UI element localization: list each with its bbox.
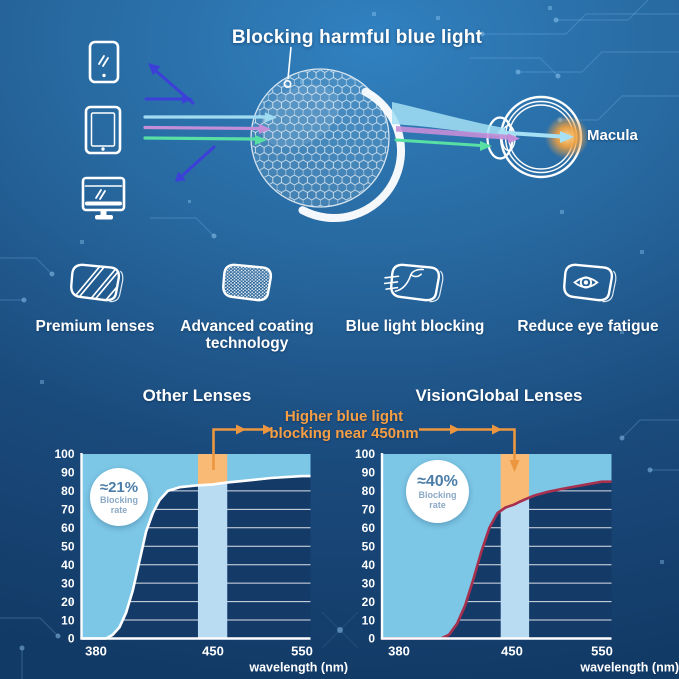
dotted-lens-icon <box>222 263 273 302</box>
feature-advanced-coating: Advanced coating technology <box>162 258 332 353</box>
y-tick-label: 20 <box>61 595 75 609</box>
deflecting-lens-icon <box>384 263 444 303</box>
x-axis-title: wavelength (nm) <box>248 661 348 675</box>
blocking-rate-label: rate <box>110 504 128 515</box>
feature-reduce-eye-fatigue: Reduce eye fatigue <box>503 258 673 335</box>
eye-icon <box>573 276 599 289</box>
x-tick-label: 380 <box>388 644 410 659</box>
y-tick-label: 60 <box>61 521 75 535</box>
y-tick-label: 70 <box>362 503 376 517</box>
y-tick-label: 40 <box>61 558 75 572</box>
hero-title: Blocking harmful blue light <box>231 27 483 48</box>
annotation-arrows <box>212 424 520 472</box>
tablet-icon <box>84 105 122 155</box>
x-tick-label: 450 <box>501 644 523 659</box>
y-tick-label: 60 <box>362 521 376 535</box>
y-tick-label: 100 <box>54 447 74 461</box>
reflected-blue-light-arrows <box>144 63 216 182</box>
y-tick-label: 30 <box>362 576 376 590</box>
blocking-rate-label: Blocking <box>99 494 138 505</box>
y-tick-label: 100 <box>355 447 375 461</box>
blocking-rate-value: ≈21% <box>99 478 139 496</box>
lens-callout-line <box>283 46 292 89</box>
x-tick-label: 550 <box>591 644 613 659</box>
incoming-light-rays <box>143 112 277 145</box>
feature-blue-light-blocking: Blue light blocking <box>330 258 500 335</box>
feature-label: Advanced coating technology <box>180 318 314 353</box>
chart-title-visionglobal-lenses: VisionGlobal Lenses <box>415 386 583 405</box>
y-tick-label: 0 <box>68 632 75 646</box>
monitor-icon <box>81 176 126 220</box>
x-axis-title: wavelength (nm) <box>579 661 679 675</box>
blocking-rate-badge-visionglobal: ≈40% Blocking rate <box>406 460 469 523</box>
y-tick-label: 70 <box>61 503 75 517</box>
y-tick-label: 50 <box>61 539 75 553</box>
x-tick-label: 450 <box>202 644 224 659</box>
lens-honeycomb-coating <box>252 70 388 206</box>
blocking-curve <box>81 474 311 640</box>
transmitted-light-beams <box>392 102 574 151</box>
y-tick-label: 50 <box>362 539 376 553</box>
highlight-band-orange <box>500 454 530 511</box>
y-tick-label: 0 <box>368 632 375 646</box>
feature-label: Blue light blocking <box>345 318 485 335</box>
lens-edge-ring <box>298 87 406 223</box>
blocking-rate-label: Blocking <box>418 489 457 500</box>
y-tick-label: 40 <box>362 558 376 572</box>
y-tick-label: 30 <box>61 576 75 590</box>
blocking-rate-value: ≈40% <box>417 472 458 490</box>
y-tick-label: 80 <box>362 484 376 498</box>
y-tick-label: 20 <box>362 595 376 609</box>
blue-light-annotation: Higher blue light blocking near 450nm <box>252 408 436 443</box>
y-tick-label: 90 <box>61 466 75 480</box>
device-icons <box>81 40 126 220</box>
feature-label: Premium lenses <box>35 318 155 335</box>
annotation-line1: Higher blue light <box>284 408 404 425</box>
blocking-rate-label: rate <box>429 499 446 510</box>
y-tick-label: 10 <box>362 613 376 627</box>
lens-illustration <box>250 68 406 223</box>
hero-diagram <box>81 40 589 223</box>
y-tick-label: 10 <box>61 613 75 627</box>
y-tick-label: 80 <box>61 484 75 498</box>
striped-lens-icon <box>70 263 124 303</box>
macula-label: Macula <box>587 127 638 144</box>
eye-lens-icon <box>563 263 617 303</box>
y-tick-label: 90 <box>362 466 376 480</box>
x-tick-label: 380 <box>85 644 107 659</box>
x-tick-label: 550 <box>291 644 313 659</box>
chart-title-other-lenses: Other Lenses <box>142 386 252 405</box>
feature-premium-lenses: Premium lenses <box>10 258 180 335</box>
feature-label: Reduce eye fatigue <box>517 318 659 335</box>
chart-plot-1: 0 10 20 30 40 50 60 70 80 90 100 380 450 550 wavelengt… <box>355 447 679 674</box>
blocking-rate-badge-other: ≈21% Blocking rate <box>90 468 148 526</box>
smartphone-icon <box>88 40 120 84</box>
annotation-line2: blocking near 450nm <box>269 425 419 443</box>
